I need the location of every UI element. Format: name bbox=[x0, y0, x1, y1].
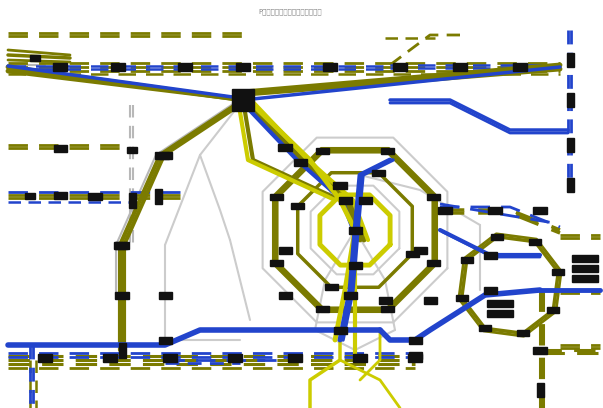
Bar bbox=[484, 286, 496, 293]
Bar bbox=[155, 151, 169, 158]
Bar bbox=[232, 89, 254, 111]
Bar bbox=[344, 291, 356, 299]
Bar bbox=[537, 383, 543, 397]
Bar bbox=[54, 191, 66, 199]
Bar bbox=[333, 326, 347, 333]
Bar bbox=[54, 144, 66, 151]
Bar bbox=[270, 259, 283, 266]
Bar bbox=[236, 63, 250, 71]
Bar bbox=[513, 63, 527, 71]
Bar bbox=[487, 299, 513, 306]
Bar bbox=[566, 53, 573, 67]
Bar bbox=[408, 337, 421, 344]
Bar bbox=[408, 354, 422, 362]
Bar bbox=[572, 264, 598, 271]
Bar bbox=[119, 342, 125, 357]
Bar bbox=[279, 291, 291, 299]
Bar bbox=[572, 275, 598, 282]
Bar bbox=[159, 337, 171, 344]
Bar bbox=[349, 226, 362, 233]
Bar bbox=[163, 354, 177, 362]
Bar bbox=[228, 354, 242, 362]
Bar bbox=[408, 352, 421, 359]
Bar bbox=[566, 178, 573, 192]
Bar bbox=[159, 291, 171, 299]
Bar bbox=[533, 206, 547, 213]
Bar bbox=[552, 269, 564, 275]
Bar bbox=[453, 63, 467, 71]
Bar bbox=[548, 307, 560, 313]
Bar bbox=[178, 63, 192, 71]
Bar bbox=[379, 297, 391, 304]
Bar bbox=[381, 149, 394, 155]
Bar bbox=[115, 242, 129, 248]
Bar bbox=[438, 206, 452, 213]
Bar bbox=[517, 330, 529, 336]
Bar bbox=[423, 297, 437, 304]
Bar bbox=[279, 246, 291, 253]
Bar bbox=[427, 195, 440, 200]
Bar bbox=[30, 55, 40, 61]
Bar bbox=[479, 325, 491, 331]
Bar bbox=[484, 251, 496, 259]
Bar bbox=[488, 206, 502, 213]
Bar bbox=[154, 188, 162, 204]
Bar bbox=[113, 242, 127, 248]
Bar bbox=[25, 193, 35, 199]
Bar bbox=[38, 354, 52, 362]
Bar bbox=[491, 234, 503, 240]
Bar bbox=[353, 354, 367, 362]
Bar bbox=[533, 346, 547, 353]
Bar bbox=[566, 138, 573, 152]
Bar bbox=[159, 151, 171, 158]
Bar bbox=[294, 158, 306, 166]
Bar bbox=[115, 291, 129, 299]
Bar bbox=[333, 182, 347, 188]
Bar bbox=[338, 197, 352, 204]
Bar bbox=[316, 149, 329, 155]
Bar bbox=[270, 195, 283, 200]
Bar bbox=[53, 63, 67, 71]
Bar bbox=[323, 63, 337, 71]
Bar bbox=[487, 310, 513, 317]
Bar bbox=[288, 354, 302, 362]
Bar bbox=[349, 262, 362, 268]
Bar bbox=[88, 193, 102, 200]
Bar bbox=[566, 93, 573, 107]
Bar bbox=[393, 63, 407, 71]
Bar bbox=[111, 63, 125, 71]
Bar bbox=[359, 197, 371, 204]
Text: P型タイプの方の路線図の見え方: P型タイプの方の路線図の見え方 bbox=[258, 8, 322, 15]
Bar bbox=[529, 239, 541, 245]
Bar bbox=[456, 295, 468, 301]
Bar bbox=[291, 203, 305, 209]
Bar bbox=[406, 251, 418, 257]
Bar bbox=[103, 354, 117, 362]
Bar bbox=[372, 170, 385, 176]
Bar bbox=[316, 306, 329, 312]
Bar bbox=[572, 255, 598, 262]
Bar bbox=[127, 147, 137, 153]
Bar bbox=[325, 284, 338, 290]
Bar bbox=[381, 306, 394, 312]
Bar bbox=[278, 144, 292, 151]
Bar bbox=[128, 193, 136, 208]
Bar bbox=[427, 259, 440, 266]
Bar bbox=[461, 257, 473, 263]
Bar bbox=[414, 246, 426, 253]
